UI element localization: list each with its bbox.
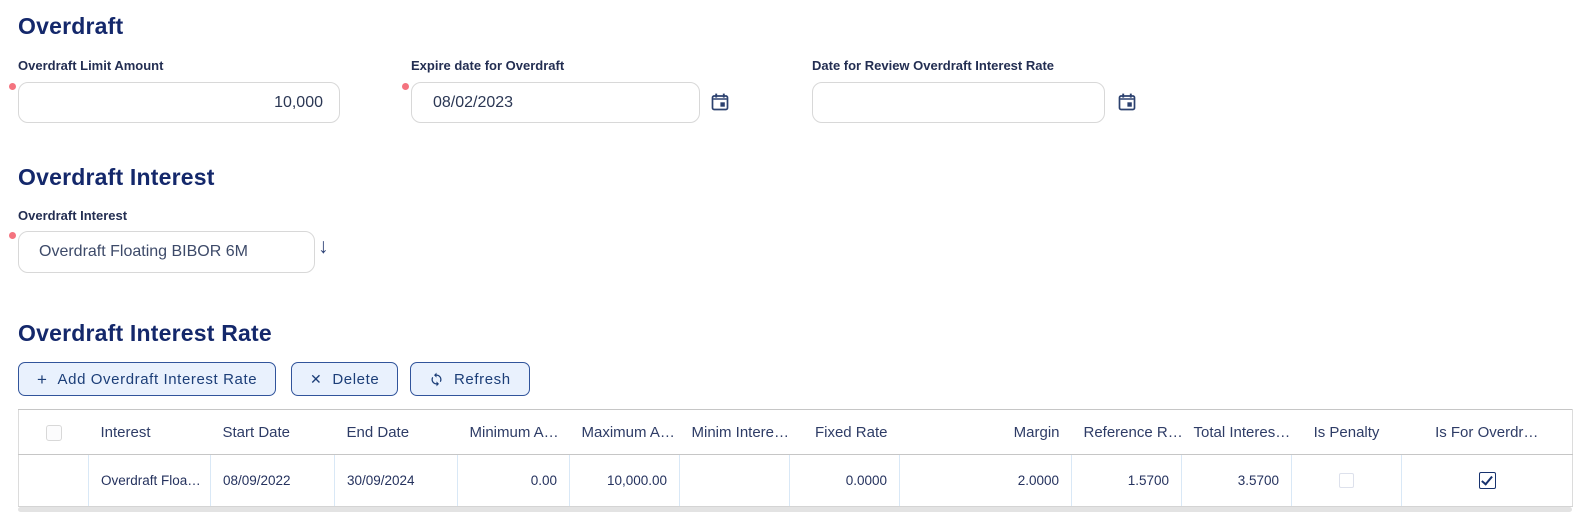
row-interest-cell: Overdraft Floa… — [88, 454, 211, 507]
add-overdraft-interest-rate-button[interactable]: + Add Overdraft Interest Rate — [18, 362, 277, 396]
row-is-penalty-cell — [1291, 454, 1402, 507]
row-maximum-amount-cell: 10,000.00 — [569, 454, 680, 507]
x-icon: ✕ — [310, 371, 323, 387]
horizontal-scrollbar[interactable] — [18, 507, 1572, 512]
select-all-header-cell — [18, 409, 89, 455]
delete-button-label: Delete — [332, 370, 380, 388]
required-indicator — [9, 232, 16, 239]
row-minimum-amount-cell: 0.00 — [457, 454, 570, 507]
required-indicator — [9, 83, 16, 90]
table-row[interactable]: Overdraft Floa… 08/09/2022 30/09/2024 0.… — [18, 454, 1573, 507]
column-header-start-date[interactable]: Start Date — [210, 409, 335, 455]
delete-button[interactable]: ✕ Delete — [291, 362, 399, 396]
row-end-date-cell: 30/09/2024 — [334, 454, 458, 507]
column-header-end-date[interactable]: End Date — [334, 409, 458, 455]
review-date-input[interactable] — [812, 82, 1105, 123]
row-fixed-rate-cell: 0.0000 — [789, 454, 900, 507]
column-header-is-penalty[interactable]: Is Penalty — [1291, 409, 1402, 455]
row-reference-rate-cell: 1.5700 — [1071, 454, 1182, 507]
expire-date-input[interactable] — [411, 82, 700, 123]
overdraft-interest-label: Overdraft Interest — [18, 208, 128, 223]
overdraft-limit-amount-input[interactable] — [18, 82, 340, 123]
row-total-interest-cell: 3.5700 — [1181, 454, 1292, 507]
plus-icon: + — [37, 369, 48, 389]
row-select-cell — [18, 454, 89, 507]
expire-date-label: Expire date for Overdraft — [411, 58, 565, 73]
table-header-row: Interest Start Date End Date Minimum A… … — [18, 409, 1573, 455]
refresh-icon — [429, 372, 444, 387]
section-title-overdraft-interest: Overdraft Interest — [18, 164, 215, 190]
overdraft-interest-value: Overdraft Floating BIBOR 6M — [39, 243, 248, 260]
row-margin-cell: 2.0000 — [899, 454, 1072, 507]
column-header-is-for-overdraft[interactable]: Is For Overdr… — [1401, 409, 1573, 455]
row-minimum-interest-cell — [679, 454, 790, 507]
row-is-for-overdraft-cell — [1401, 454, 1573, 507]
overdraft-limit-amount-label: Overdraft Limit Amount — [18, 58, 164, 73]
is-for-overdraft-checkbox[interactable] — [1478, 472, 1496, 489]
column-header-maximum-amount[interactable]: Maximum A… — [569, 409, 680, 455]
add-button-label: Add Overdraft Interest Rate — [57, 370, 258, 388]
section-title-overdraft-interest-rate: Overdraft Interest Rate — [18, 320, 272, 346]
column-header-margin[interactable]: Margin — [899, 409, 1072, 455]
required-indicator — [402, 83, 409, 90]
refresh-button-label: Refresh — [454, 370, 511, 388]
is-penalty-checkbox[interactable] — [1339, 473, 1354, 489]
column-header-reference-rate[interactable]: Reference R… — [1071, 409, 1182, 455]
calendar-icon[interactable] — [710, 92, 730, 112]
column-header-fixed-rate[interactable]: Fixed Rate — [789, 409, 900, 455]
select-all-checkbox[interactable] — [45, 424, 62, 441]
column-header-minimum-interest[interactable]: Minim Intere… — [679, 409, 790, 455]
column-header-minimum-amount[interactable]: Minimum A… — [457, 409, 570, 455]
refresh-button[interactable]: Refresh — [410, 362, 530, 396]
row-start-date-cell: 08/09/2022 — [210, 454, 335, 507]
overdraft-interest-combobox[interactable]: Overdraft Floating BIBOR 6M — [18, 231, 315, 273]
section-title-overdraft: Overdraft — [18, 13, 124, 39]
column-header-interest[interactable]: Interest — [88, 409, 211, 455]
overdraft-interest-rate-table: Interest Start Date End Date Minimum A… … — [18, 409, 1573, 512]
dropdown-arrow-icon[interactable]: ↓ — [318, 235, 329, 258]
review-date-label: Date for Review Overdraft Interest Rate — [812, 58, 1055, 73]
column-header-total-interest[interactable]: Total Interes… — [1181, 409, 1292, 455]
calendar-icon[interactable] — [1117, 92, 1137, 112]
